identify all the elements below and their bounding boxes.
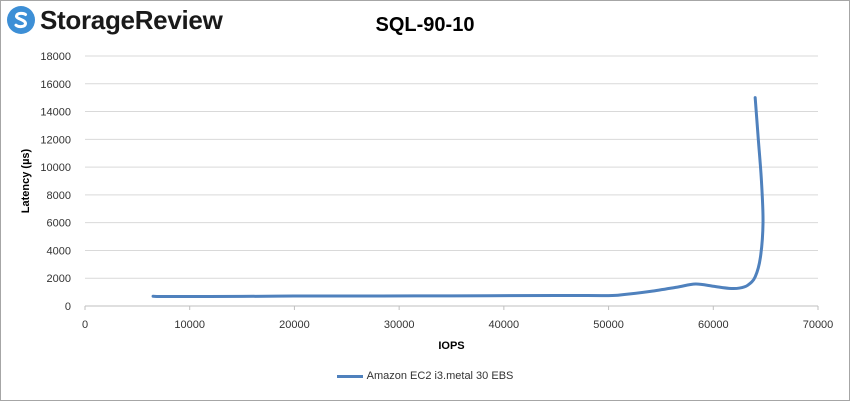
y-tick-label: 10000 <box>40 162 71 174</box>
y-tick-label: 14000 <box>40 107 71 119</box>
legend: Amazon EC2 i3.metal 30 EBS <box>0 370 850 382</box>
gridlines <box>85 55 818 279</box>
brand-name: StorageReview <box>40 4 223 35</box>
y-tick-label: 2000 <box>47 273 71 285</box>
x-axis-title: IOPS <box>438 340 464 352</box>
y-tick-label: 6000 <box>47 218 71 230</box>
brand-logo: StorageReview <box>6 4 223 36</box>
y-axis-title: Latency (µs) <box>20 148 32 213</box>
y-tick-label: 8000 <box>47 190 71 202</box>
y-tick-label: 16000 <box>40 79 71 91</box>
x-axis-ticks: 0 10000 20000 30000 40000 50000 60000 70000 <box>82 306 833 331</box>
x-tick-label: 0 <box>82 319 88 331</box>
storagereview-logo-icon <box>7 6 35 34</box>
y-tick-label: 12000 <box>40 134 71 146</box>
x-tick-label: 30000 <box>384 319 415 331</box>
x-tick-label: 10000 <box>174 319 205 331</box>
y-axis-ticks: 0 2000 4000 6000 8000 10000 12000 14000 16000 180… <box>40 51 71 313</box>
x-tick-label: 40000 <box>489 319 520 331</box>
chart-title: SQL-90-10 <box>375 14 475 36</box>
legend-label: Amazon EC2 i3.metal 30 EBS <box>366 370 514 382</box>
x-tick-label: 70000 <box>803 319 834 331</box>
y-tick-label: 18000 <box>40 51 71 63</box>
y-tick-label: 4000 <box>47 245 71 257</box>
x-tick-label: 50000 <box>593 319 624 331</box>
x-tick-label: 20000 <box>279 319 310 331</box>
series-layer <box>151 96 765 299</box>
series-line <box>151 96 765 299</box>
legend-swatch <box>336 374 363 378</box>
x-tick-label: 60000 <box>698 319 729 331</box>
y-tick-label: 0 <box>65 301 71 313</box>
